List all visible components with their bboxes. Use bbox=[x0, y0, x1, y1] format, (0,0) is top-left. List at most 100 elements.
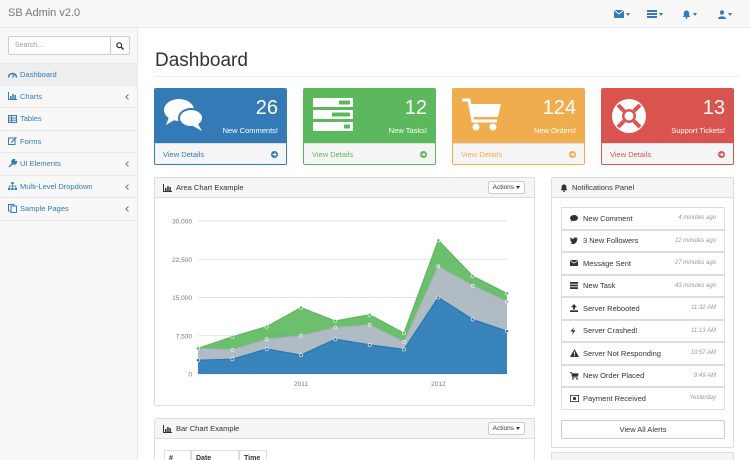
bar-chart-icon bbox=[163, 183, 172, 192]
sidebar-item-ui-elements[interactable]: UI Elements bbox=[0, 153, 138, 176]
notification-item[interactable]: Message Sent 27 minutes ago bbox=[561, 252, 725, 275]
sidebar-item-dashboard[interactable]: Dashboard bbox=[0, 63, 138, 86]
tasks-icon bbox=[313, 98, 353, 131]
notification-time: 11:13 AM bbox=[690, 327, 716, 334]
notification-time: 11:32 AM bbox=[690, 305, 716, 312]
stat-panel-tickets: 13 Support Tickets! View Details bbox=[601, 88, 734, 165]
sidebar-item-label: Charts bbox=[20, 91, 43, 101]
stat-value: 13 bbox=[702, 97, 725, 119]
money-icon bbox=[570, 394, 580, 402]
notification-time: 4 minutes ago bbox=[678, 215, 716, 222]
arrow-circle-right-icon bbox=[569, 151, 576, 158]
notification-item[interactable]: New Order Placed 9:49 AM bbox=[561, 364, 725, 387]
data-point bbox=[367, 312, 372, 317]
series-line bbox=[197, 239, 508, 350]
area-chart-panel: Area Chart Example Actions 0 7,500 15,000 2… bbox=[154, 177, 535, 406]
chevron-down-icon bbox=[728, 12, 732, 16]
notification-item[interactable]: Server Rebooted 11:32 AM bbox=[561, 297, 725, 320]
area-chart: 0 7,500 15,000 22,500 30,000 2011 2012 bbox=[172, 219, 509, 388]
arrow-circle-right-icon bbox=[718, 151, 725, 158]
sidebar-item-tables[interactable]: Tables bbox=[0, 108, 138, 131]
search-input[interactable] bbox=[8, 36, 111, 55]
panel-heading: Notifications Panel bbox=[552, 178, 733, 198]
data-point bbox=[264, 347, 269, 351]
arrow-circle-right-icon bbox=[420, 151, 427, 158]
view-details-link[interactable]: View Details bbox=[304, 143, 435, 164]
notification-label: Server Not Responding bbox=[583, 348, 661, 358]
panel-title: Area Chart Example bbox=[176, 183, 244, 192]
sidebar-item-label: Tables bbox=[20, 114, 42, 124]
panel-title: Notifications Panel bbox=[572, 183, 635, 192]
area-series bbox=[198, 266, 507, 361]
notification-item[interactable]: Payment Received Yesterday bbox=[561, 387, 725, 410]
bolt-icon bbox=[570, 326, 580, 335]
stat-value: 26 bbox=[255, 97, 278, 119]
sidebar-item-charts[interactable]: Charts bbox=[0, 86, 138, 108]
y-tick-label: 15,000 bbox=[172, 295, 192, 302]
notification-item[interactable]: 3 New Followers 12 minutes ago bbox=[561, 229, 725, 252]
chevron-down-icon bbox=[659, 12, 663, 16]
sitemap-icon bbox=[8, 182, 17, 191]
messages-dropdown[interactable] bbox=[614, 9, 630, 19]
stat-label: Support Tickets! bbox=[671, 126, 725, 135]
sidebar-item-forms[interactable]: Forms bbox=[0, 131, 138, 153]
y-tick-label: 0 bbox=[188, 372, 192, 379]
actions-dropdown-button[interactable]: Actions bbox=[487, 181, 525, 194]
brand-title[interactable]: SB Admin v2.0 bbox=[8, 7, 81, 19]
page-title: Dashboard bbox=[155, 50, 248, 71]
notification-label: New Order Placed bbox=[583, 371, 645, 381]
sidebar-item-sample-pages[interactable]: Sample Pages bbox=[0, 198, 138, 221]
notification-time: Yesterday bbox=[689, 395, 716, 402]
stat-panel-orders: 124 New Orders! View Details bbox=[452, 88, 585, 165]
data-point bbox=[436, 295, 441, 300]
notification-item[interactable]: Server Not Responding 10:57 AM bbox=[561, 342, 725, 365]
stat-panel-comments: 26 New Comments! View Details bbox=[154, 88, 287, 165]
data-point bbox=[367, 343, 372, 347]
x-tick-label: 2011 bbox=[294, 381, 308, 388]
sidebar-search bbox=[8, 36, 130, 55]
panel-heading: Bar Chart Example Actions bbox=[155, 419, 534, 439]
data-point bbox=[333, 325, 338, 330]
stat-label: New Comments! bbox=[222, 126, 278, 135]
actions-dropdown-button[interactable]: Actions bbox=[487, 422, 525, 435]
table-header-cell: Date bbox=[191, 450, 239, 460]
notification-item[interactable]: Server Crashed! 11:13 AM bbox=[561, 319, 725, 342]
notification-item[interactable]: New Comment 4 minutes ago bbox=[561, 207, 725, 230]
sidebar-menu: Dashboard Charts Tables Forms UI Element… bbox=[0, 63, 138, 221]
wrench-icon bbox=[8, 159, 17, 168]
notification-label: Server Crashed! bbox=[583, 326, 638, 336]
data-point bbox=[505, 291, 509, 296]
view-details-link[interactable]: View Details bbox=[602, 143, 733, 164]
tasks-dropdown[interactable] bbox=[647, 9, 663, 19]
sidebar-item-multi-level-dropdown[interactable]: Multi-Level Dropdown bbox=[0, 176, 138, 198]
area-series bbox=[198, 240, 507, 350]
notification-label: New Task bbox=[583, 281, 616, 291]
data-point bbox=[196, 346, 200, 351]
view-all-alerts-button[interactable]: View All Alerts bbox=[561, 420, 725, 439]
chevron-left-icon bbox=[125, 161, 129, 167]
bar-chart-icon bbox=[163, 424, 172, 433]
user-dropdown[interactable] bbox=[718, 9, 732, 19]
data-point bbox=[470, 317, 475, 322]
notification-item[interactable]: New Task 43 minutes ago bbox=[561, 274, 725, 297]
search-icon bbox=[116, 41, 124, 50]
chevron-left-icon bbox=[125, 206, 129, 212]
sidebar-item-label: Dashboard bbox=[20, 69, 57, 79]
chevron-down-icon bbox=[516, 427, 520, 430]
search-button[interactable] bbox=[111, 36, 130, 55]
view-details-link[interactable]: View Details bbox=[453, 143, 584, 164]
alerts-dropdown[interactable] bbox=[682, 9, 697, 19]
view-details-link[interactable]: View Details bbox=[155, 143, 286, 164]
notification-label: Server Rebooted bbox=[583, 303, 640, 313]
data-point bbox=[333, 319, 338, 323]
series-line bbox=[197, 265, 508, 351]
data-point bbox=[196, 358, 200, 363]
sidebar-item-label: Sample Pages bbox=[20, 204, 69, 214]
sidebar-item-label: Multi-Level Dropdown bbox=[20, 181, 93, 191]
stat-label: New Orders! bbox=[533, 126, 576, 135]
bell-icon bbox=[682, 10, 691, 19]
bar-chart-icon bbox=[8, 92, 17, 101]
shopping-cart-icon bbox=[462, 98, 501, 131]
panel-heading: Area Chart Example Actions bbox=[155, 178, 534, 198]
notification-time: 43 minutes ago bbox=[674, 282, 716, 289]
